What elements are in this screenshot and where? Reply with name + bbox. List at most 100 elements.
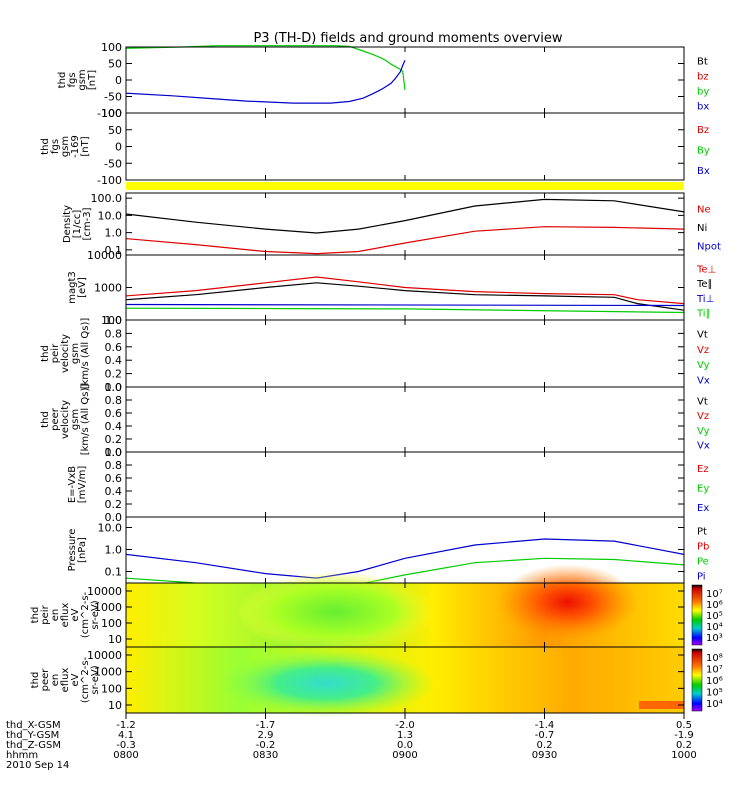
panel-frame — [125, 112, 685, 181]
legend-entry: bx — [697, 102, 709, 113]
legend-entry: Vy — [697, 426, 710, 437]
y-axis-label: sr-eV) — [90, 600, 101, 629]
y-axis-label: velocity — [60, 400, 71, 439]
ephemeris-row-label: thd_Y-GSM — [6, 730, 59, 741]
y-axis-label: [mV/m] — [77, 466, 88, 504]
y-axis-label: Pressure — [67, 529, 78, 572]
y-axis-label: peer — [40, 668, 51, 692]
y-tick-label: 1.0 — [105, 227, 123, 240]
y-axis-label: magt3 — [67, 271, 78, 304]
legend-entry: Ni — [697, 223, 707, 234]
y-axis-label: [eV] — [77, 277, 88, 298]
panel-frame — [125, 386, 685, 453]
y-tick-label: 0.8 — [105, 394, 123, 407]
legend-entry: Vx — [697, 375, 710, 386]
y-axis-label: [nPa] — [77, 537, 88, 563]
y-tick-label: 0.6 — [105, 341, 123, 354]
ephemeris-value: 0830 — [253, 750, 278, 761]
ephemeris-value: -2.0 — [395, 720, 415, 731]
y-axis-label: peer — [50, 407, 61, 431]
y-axis-label: en — [50, 609, 61, 622]
y-axis-label: [km/s (All Qs)] — [80, 318, 91, 390]
panel-fgs: 100 50 0 -50 -100 thd fgs gsm [nT] Bt bz by bx — [57, 41, 709, 120]
y-tick-label: 0.1 — [105, 244, 123, 257]
ephemeris-value: 4.1 — [118, 730, 134, 741]
y-axis-label: sr-eV) — [90, 665, 101, 694]
legend-entry: Pt — [697, 527, 707, 538]
panel-frame — [125, 46, 685, 114]
y-axis-label: gsm — [60, 136, 71, 157]
legend-entry: Ez — [697, 464, 709, 475]
colorbar-tick-label: 10⁴ — [706, 622, 723, 633]
colorbar-tick-label: 10⁶ — [706, 600, 723, 611]
ephemeris-value: -0.2 — [256, 740, 276, 751]
ephemeris-value: -1.7 — [256, 720, 276, 731]
y-axis-label: gsm — [70, 343, 81, 364]
colorbar-tick-label: 10⁷ — [706, 589, 723, 600]
y-tick-label: 0.6 — [105, 472, 123, 485]
colorbar-tick-label: 10⁸ — [706, 653, 723, 664]
y-tick-label: 10000 — [87, 649, 122, 662]
legend-entry: Bx — [697, 166, 710, 177]
panel-density: 100.0 10.0 1.0 0.1 Density [1/cc] [cm-3] Ne Ni Np… — [62, 192, 721, 257]
panel-frame — [125, 451, 685, 518]
series-line-by — [125, 45, 406, 90]
y-tick-label: 1.0 — [105, 314, 123, 327]
colorbar-scale — [691, 584, 703, 646]
ephemeris-row-label: thd_Z-GSM — [6, 740, 61, 751]
legend-entry: Ti∥ — [696, 309, 711, 320]
y-axis-label: E=-VxB — [67, 466, 78, 503]
y-tick-label: 10 — [108, 699, 122, 712]
y-tick-label: 100 — [101, 314, 122, 327]
y-tick-label: 0.8 — [105, 327, 123, 340]
legend-entry: Vz — [697, 411, 709, 422]
heatmap-low-region — [235, 571, 436, 652]
ephemeris-value: 2.9 — [258, 730, 274, 741]
y-axis-label: eV — [70, 673, 81, 686]
panel-frame — [125, 319, 685, 388]
y-tick-label: 100 — [101, 41, 122, 54]
y-tick-label: -50 — [104, 157, 122, 170]
y-axis-label: [km/s (All Qs)] — [80, 384, 91, 456]
series-line-Ne — [125, 226, 685, 255]
panel-magt3: 10000 1000 100 magt3 [eV] Te⊥ Te∥ Ti⊥ Ti∥ — [67, 249, 716, 327]
y-tick-label: 0.2 — [105, 368, 123, 381]
ephemeris-value: -1.4 — [535, 720, 555, 731]
y-tick-label: 0.0 — [105, 511, 123, 524]
ephemeris-value: 0.5 — [676, 720, 692, 731]
y-axis-label: eflux — [60, 603, 71, 628]
y-axis-label: fgs — [50, 139, 61, 154]
legend-entry: Bz — [697, 125, 709, 136]
legend-entry: Vt — [697, 330, 708, 341]
colorbar-tick-label: 10⁵ — [706, 688, 723, 699]
series-line-bx — [125, 59, 406, 104]
y-tick-label: 1000 — [94, 601, 122, 614]
y-axis-label: (cm^2-s- — [80, 656, 91, 703]
ephemeris-value: 0930 — [532, 750, 557, 761]
y-axis-label: eV — [70, 608, 81, 621]
y-tick-label: 100 — [101, 617, 122, 630]
series-line-Ti∥ — [125, 307, 685, 314]
plot-title: P3 (TH-D) fields and ground moments over… — [253, 31, 562, 46]
legend-entry: Ex — [697, 503, 709, 514]
y-axis-label: thd — [40, 138, 51, 155]
y-tick-label: 0.6 — [105, 407, 123, 420]
legend-entry: Npot — [697, 242, 721, 253]
legend-entry: bz — [697, 72, 709, 83]
date-label: 2010 Sep 14 — [6, 760, 69, 771]
panel-fgs-ga-169: 100 50 0 -50 -100 thd fgs gsm -169 [nT] Bz By Bx — [40, 107, 710, 187]
series-line-Te⊥ — [125, 276, 685, 305]
y-tick-label: 0.4 — [105, 485, 123, 498]
y-tick-label: 0.0 — [105, 446, 123, 459]
y-axis-label: velocity — [60, 334, 71, 373]
colorbar-tick-label: 10⁷ — [706, 665, 723, 676]
colorbar-tick-label: 10⁵ — [706, 611, 723, 622]
y-tick-label: 100 — [101, 107, 122, 120]
ephemeris-value: 1000 — [671, 750, 696, 761]
legend-entry: Ey — [697, 484, 709, 495]
